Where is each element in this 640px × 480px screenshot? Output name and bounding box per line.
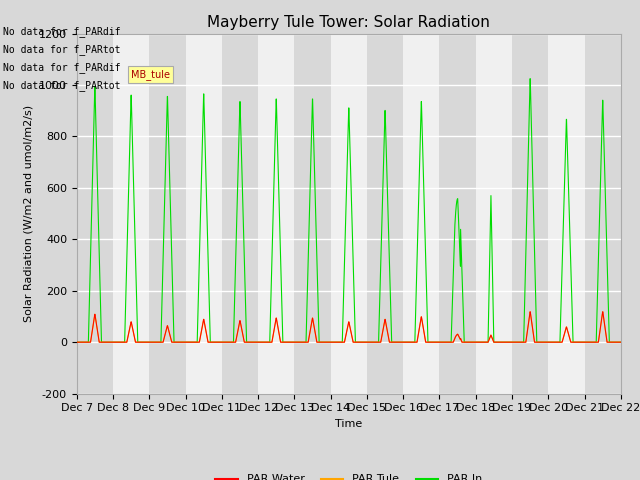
Bar	[186, 34, 222, 394]
Title: Mayberry Tule Tower: Solar Radiation: Mayberry Tule Tower: Solar Radiation	[207, 15, 490, 30]
Text: No data for f_PARtot: No data for f_PARtot	[3, 44, 121, 55]
Y-axis label: Solar Radiation (W/m2 and umol/m2/s): Solar Radiation (W/m2 and umol/m2/s)	[24, 105, 33, 322]
Bar	[548, 34, 584, 394]
Bar	[258, 34, 294, 394]
Legend: PAR Water, PAR Tule, PAR In: PAR Water, PAR Tule, PAR In	[211, 470, 486, 480]
Bar	[77, 34, 113, 394]
Bar	[512, 34, 548, 394]
Bar	[403, 34, 440, 394]
Bar	[149, 34, 186, 394]
Text: MB_tule: MB_tule	[131, 69, 170, 80]
Bar	[476, 34, 512, 394]
X-axis label: Time: Time	[335, 419, 362, 429]
Bar	[294, 34, 331, 394]
Bar	[331, 34, 367, 394]
Bar	[367, 34, 403, 394]
Text: No data for f_PARdif: No data for f_PARdif	[3, 25, 121, 36]
Bar	[440, 34, 476, 394]
Text: No data for f_PARtot: No data for f_PARtot	[3, 80, 121, 91]
Text: No data for f_PARdif: No data for f_PARdif	[3, 62, 121, 73]
Bar	[584, 34, 621, 394]
Bar	[113, 34, 149, 394]
Bar	[222, 34, 258, 394]
